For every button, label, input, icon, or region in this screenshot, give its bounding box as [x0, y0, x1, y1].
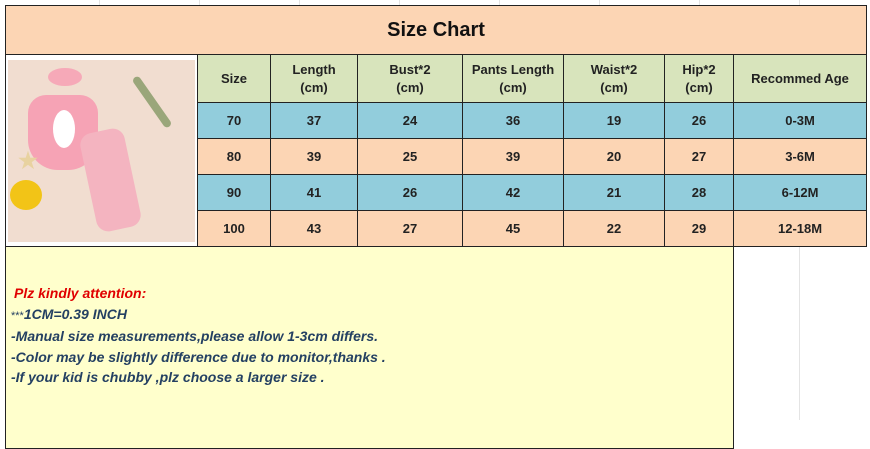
cell: 80 — [197, 138, 271, 175]
table-row: 80 39 25 39 20 27 3-6M — [6, 138, 868, 175]
cell: 12-18M — [732, 210, 868, 247]
header-size: Size — [197, 54, 271, 103]
cell: 37 — [270, 102, 358, 139]
cell: 24 — [357, 102, 463, 139]
cell: 42 — [462, 174, 564, 211]
size-chart-table: Size Chart ★ Size Length (cm) Bust*2 (cm) … — [4, 5, 868, 449]
cell: 22 — [563, 210, 665, 247]
cell: 27 — [357, 210, 463, 247]
cell: 0-3M — [732, 102, 868, 139]
note-line: -If your kid is chubby ,plz choose a lar… — [11, 369, 325, 385]
notes-box: Plz kindly attention: ***1CM=0.39 INCH -… — [5, 246, 734, 449]
headband-image — [48, 67, 82, 86]
product-image-cell: ★ — [5, 54, 198, 247]
chart-title: Size Chart — [4, 5, 868, 55]
cell: 6-12M — [732, 174, 868, 211]
cell: 26 — [664, 102, 734, 139]
cell: 26 — [357, 174, 463, 211]
cell: 28 — [664, 174, 734, 211]
cell: 27 — [664, 138, 734, 175]
header-hip: Hip*2 (cm) — [664, 54, 734, 103]
table-row: 90 41 26 42 21 28 6-12M — [6, 174, 868, 211]
cell: 20 — [563, 138, 665, 175]
header-bust: Bust*2 (cm) — [357, 54, 463, 103]
flowers-decoration — [10, 179, 42, 210]
cell: 90 — [197, 174, 271, 211]
table-row: 70 37 24 36 19 26 0-3M — [6, 102, 868, 139]
cell: 70 — [197, 102, 271, 139]
cell: 25 — [357, 138, 463, 175]
cell: 100 — [197, 210, 271, 247]
header-recommend-age: Recommed Age — [732, 54, 868, 103]
cell: 45 — [462, 210, 564, 247]
cell: 43 — [270, 210, 358, 247]
cell: 39 — [462, 138, 564, 175]
leaf-decoration — [131, 74, 173, 129]
star-decoration: ★ — [18, 147, 38, 173]
cell: 21 — [563, 174, 665, 211]
cell: 39 — [270, 138, 358, 175]
cell: 36 — [462, 102, 564, 139]
note-line: -Manual size measurements,please allow 1… — [11, 328, 379, 344]
header-waist: Waist*2 (cm) — [563, 54, 665, 103]
pants-image — [78, 125, 143, 234]
note-line: -Color may be slightly difference due to… — [11, 348, 386, 365]
product-photo: ★ — [8, 59, 195, 242]
cell: 3-6M — [732, 138, 868, 175]
conversion-note: ***1CM=0.39 INCH — [11, 305, 127, 322]
table-row: 100 43 27 45 22 29 12-18M — [6, 210, 868, 247]
cell: 41 — [270, 174, 358, 211]
cell: 19 — [563, 102, 665, 139]
cell: 29 — [664, 210, 734, 247]
notes-heading: Plz kindly attention: — [14, 285, 147, 301]
bunny-print — [53, 109, 75, 148]
header-pants-length: Pants Length (cm) — [462, 54, 564, 103]
header-length: Length (cm) — [270, 54, 358, 103]
